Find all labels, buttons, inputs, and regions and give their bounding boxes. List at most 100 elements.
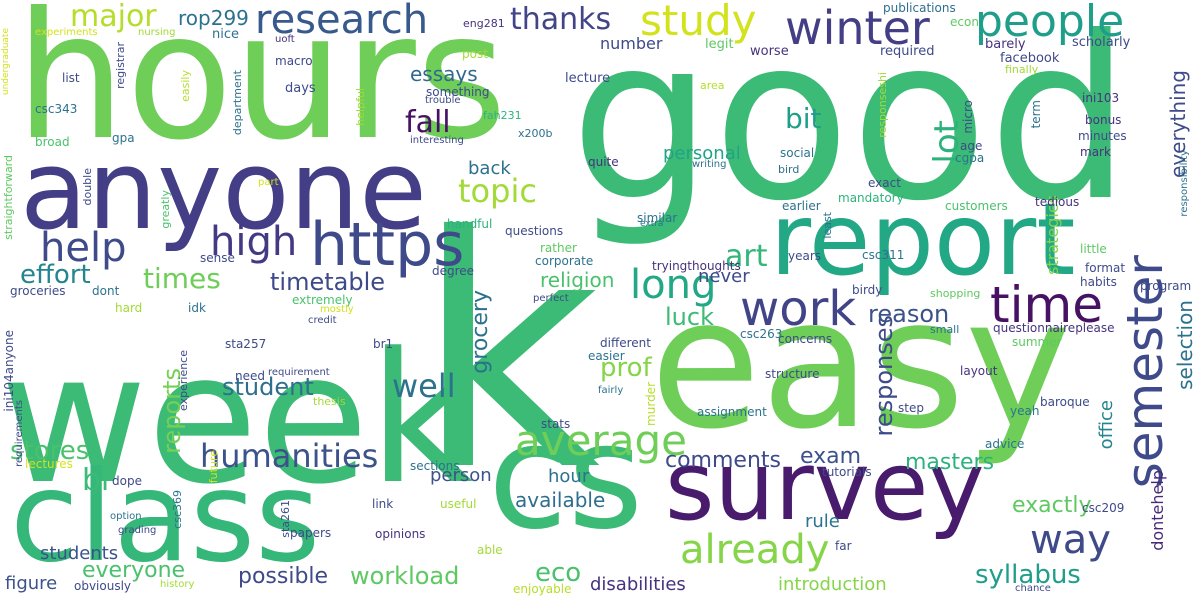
word: bird <box>778 163 800 176</box>
word: responseshi <box>876 72 889 138</box>
word: macro <box>275 54 313 68</box>
word: easy <box>650 260 1072 469</box>
word: office <box>1096 400 1117 450</box>
word: area <box>700 79 725 92</box>
word: effort <box>20 260 91 290</box>
word: term <box>1029 100 1043 129</box>
word: social <box>780 146 815 160</box>
word: essays <box>410 62 478 86</box>
word: introduction <box>778 574 887 595</box>
word: nice <box>212 27 239 42</box>
word: scholarly <box>1072 35 1131 50</box>
word: something <box>426 85 490 99</box>
word: rop299 <box>178 6 249 30</box>
word: timetable <box>270 268 386 296</box>
word: long <box>630 262 717 308</box>
word: greatly <box>159 190 172 229</box>
word: good <box>570 0 1131 251</box>
word: barely <box>985 37 1026 52</box>
word: experience <box>177 350 190 411</box>
word: dope <box>112 474 142 488</box>
word: years <box>788 249 822 263</box>
word: minutes <box>1078 129 1127 143</box>
word: link <box>372 497 394 511</box>
word: grocery <box>468 290 493 374</box>
word: worse <box>750 44 789 59</box>
word: average <box>515 416 687 465</box>
word: degree <box>432 264 475 278</box>
word: extra <box>640 219 664 229</box>
word: format <box>1085 261 1126 275</box>
word: tryingthoughts <box>652 259 741 273</box>
word: easier <box>588 349 625 363</box>
word: responsibility <box>1179 150 1190 217</box>
word: post <box>462 47 488 61</box>
word: handful <box>447 217 493 231</box>
word: csc209 <box>1082 501 1125 515</box>
word: grading <box>118 525 157 536</box>
word: people <box>975 0 1125 47</box>
word: layout <box>960 364 998 378</box>
word: study <box>640 0 757 45</box>
word: gpa <box>112 131 135 145</box>
word: personal <box>663 143 741 164</box>
word: fall <box>405 105 451 140</box>
word: useful <box>440 497 477 511</box>
word: available <box>515 488 606 512</box>
word: uoft <box>275 34 295 45</box>
word: survey <box>665 432 985 542</box>
word: summer <box>1012 335 1062 349</box>
word: mostly <box>320 304 354 315</box>
word: work <box>740 281 857 337</box>
word: lectures <box>25 457 73 471</box>
word: help <box>40 225 127 271</box>
word: requirements <box>14 400 25 467</box>
word: facebook <box>1000 51 1060 66</box>
word: extremely <box>292 293 353 307</box>
word: birdy <box>852 283 883 297</box>
word: cgpa <box>955 151 985 165</box>
word: age <box>960 139 983 153</box>
word: back <box>468 158 511 179</box>
word: well <box>392 367 456 405</box>
word: customers <box>945 199 1008 213</box>
word: csc369 <box>171 490 184 529</box>
word: art <box>725 239 768 274</box>
word: history <box>160 579 195 590</box>
word: figure <box>5 573 58 594</box>
word: easily <box>179 70 192 102</box>
word: number <box>600 34 663 53</box>
word: part <box>258 177 279 188</box>
word: eng281 <box>463 17 505 30</box>
word: k <box>415 169 601 541</box>
word: student <box>222 373 314 401</box>
word: perfect <box>533 293 569 304</box>
word: double <box>81 168 94 206</box>
word: department <box>231 70 244 136</box>
word: small <box>930 323 960 336</box>
word: mandatory <box>838 191 904 205</box>
word: lecture <box>565 71 611 86</box>
word: rule <box>805 511 840 532</box>
word: undergraduate <box>1 28 11 96</box>
word: exactly <box>1012 493 1092 518</box>
word: stats <box>541 417 571 431</box>
word: ini103 <box>1082 91 1120 105</box>
word: publications <box>883 1 956 15</box>
word: yeah <box>1010 404 1040 418</box>
word: high <box>210 219 298 265</box>
word: https <box>310 210 465 280</box>
word: comments <box>665 448 781 473</box>
word: enjoyable <box>513 582 572 596</box>
word: interesting <box>410 135 464 146</box>
word: class <box>10 445 321 590</box>
word: program <box>1140 279 1192 293</box>
word: bit <box>785 102 822 135</box>
word: trouble <box>425 95 461 106</box>
word: credit <box>308 315 337 326</box>
word: time <box>990 276 1103 334</box>
word: major <box>70 0 157 34</box>
word: students <box>40 543 119 564</box>
word: shopping <box>930 287 981 300</box>
